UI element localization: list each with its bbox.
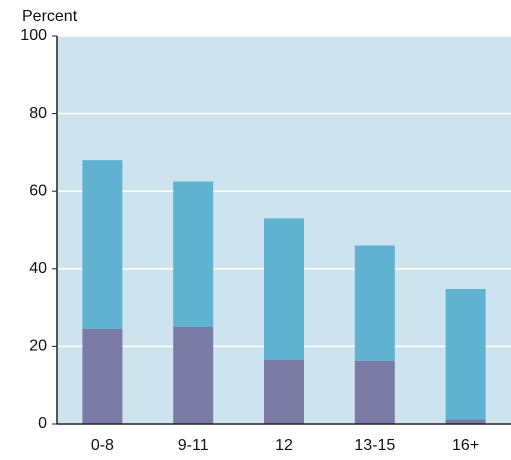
- bar-segment: [264, 359, 304, 424]
- bar-segment: [82, 160, 123, 329]
- x-tick-label: 9-11: [178, 437, 209, 454]
- bar-segment: [173, 181, 214, 327]
- y-tick-label: 80: [29, 105, 47, 122]
- bar-segment: [354, 245, 395, 361]
- bar-segment: [173, 327, 214, 424]
- y-tick-label: 40: [29, 260, 47, 277]
- y-tick-label: 100: [20, 27, 47, 44]
- y-tick-label: 20: [29, 338, 47, 355]
- y-tick-label: 0: [38, 415, 47, 432]
- x-tick-label: 0-8: [91, 437, 114, 454]
- x-tick-label: 16+: [452, 437, 479, 454]
- bar-segment: [445, 288, 486, 420]
- y-tick-label: 60: [29, 182, 47, 199]
- x-tick-label: 12: [275, 437, 293, 454]
- bar-segment: [354, 360, 395, 424]
- y-axis-label: Percent: [22, 8, 78, 25]
- x-tick-label: 13-15: [354, 437, 395, 454]
- bar-segment: [445, 419, 486, 424]
- bar-segment: [264, 218, 304, 360]
- bar-segment: [82, 328, 123, 424]
